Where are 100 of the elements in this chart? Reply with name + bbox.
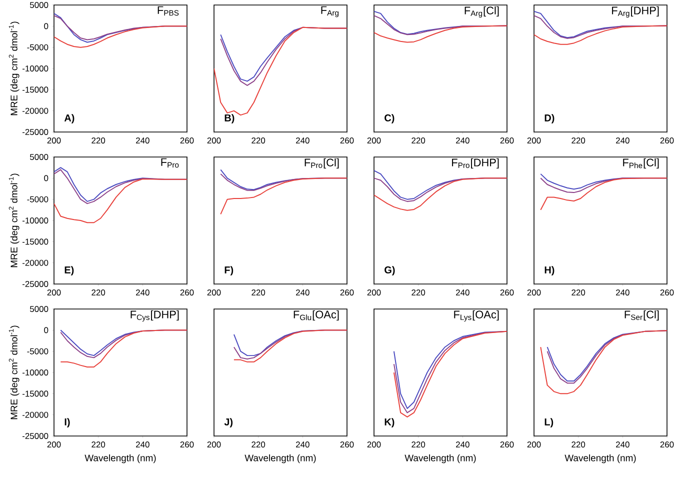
x-axis-title: Wavelength (nm)	[564, 454, 636, 464]
line-series	[60, 330, 187, 368]
x-tick-label: 220	[92, 290, 106, 296]
y-tick-label: -5000	[27, 348, 48, 354]
line-series	[54, 26, 187, 48]
chart-title: F$_{Arg}$[Cl]	[464, 6, 499, 18]
x-tick-label: 200	[207, 138, 221, 144]
x-tick-label: 220	[572, 442, 586, 448]
annotation: B)	[224, 114, 234, 124]
annotation: D)	[544, 114, 554, 124]
chart-title: F$_{Lys}$[OAc]	[454, 310, 499, 322]
annotation: L)	[544, 418, 554, 428]
x-tick-label: 240	[616, 138, 630, 144]
x-axis-title: Wavelength (nm)	[84, 454, 156, 464]
x-tick-label: 200	[527, 138, 541, 144]
y-tick-label: -15000	[22, 390, 48, 397]
x-tick-label: 220	[92, 138, 106, 144]
x-tick-label: 200	[367, 138, 381, 144]
annotation: E)	[64, 266, 74, 276]
y-tick-label: -25000	[22, 129, 48, 135]
annotation: H)	[544, 266, 554, 276]
y-tick-label: 0	[44, 23, 48, 30]
y-tick-label: 5000	[30, 2, 48, 8]
chart-title: F$_{Pro}$[DHP]	[452, 158, 499, 169]
y-axis-title: MRE (deg cm$^{2}$ dmol$^{-1}$)	[8, 22, 20, 116]
x-tick-label: 220	[412, 290, 426, 296]
chart-title: F$_{Phe}$[Cl]	[623, 158, 659, 169]
chart-title: F$_{Pro}$[Cl]	[304, 158, 339, 169]
chart-title: F$_{Glu}$[OAc]	[294, 310, 339, 321]
annotation: K)	[384, 418, 394, 428]
x-tick-label: 240	[616, 442, 630, 448]
x-tick-label: 240	[456, 290, 470, 296]
x-tick-label: 260	[500, 442, 514, 448]
chart-title: F$_{Ser}$[Cl]	[624, 310, 659, 321]
y-tick-label: -15000	[22, 238, 48, 245]
x-tick-label: 260	[500, 138, 514, 144]
x-tick-label: 200	[367, 290, 381, 296]
x-tick-label: 260	[660, 138, 674, 144]
y-axis-title: MRE (deg cm$^{2}$ dmol$^{-1}$)	[8, 326, 20, 420]
x-tick-label: 220	[252, 442, 266, 448]
x-tick-label: 220	[412, 442, 426, 448]
x-tick-label: 240	[136, 442, 150, 448]
y-tick-label: 0	[44, 175, 48, 182]
y-tick-label: -20000	[22, 108, 48, 114]
chart-title: F$_{PBS}$	[158, 6, 179, 16]
y-tick-label: -5000	[27, 44, 48, 50]
x-axis-title: Wavelength (nm)	[244, 454, 316, 464]
x-tick-label: 240	[136, 290, 150, 296]
y-tick-label: -20000	[22, 260, 48, 266]
x-tick-label: 200	[47, 138, 61, 144]
y-tick-label: -20000	[22, 412, 48, 418]
x-tick-label: 240	[616, 290, 630, 296]
x-tick-label: 240	[456, 442, 470, 448]
x-tick-label: 200	[47, 290, 61, 296]
x-tick-label: 240	[296, 442, 310, 448]
x-tick-label: 260	[180, 138, 194, 144]
y-axis-title: MRE (deg cm$^{2}$ dmol$^{-1}$)	[8, 174, 20, 268]
x-tick-label: 260	[340, 442, 354, 448]
x-tick-label: 200	[527, 290, 541, 296]
annotation: A)	[64, 114, 74, 124]
y-tick-label: -10000	[22, 370, 48, 376]
x-tick-label: 240	[456, 138, 470, 144]
x-tick-label: 260	[500, 290, 514, 296]
x-tick-label: 260	[660, 290, 674, 296]
x-tick-label: 200	[527, 442, 541, 448]
x-tick-label: 200	[47, 442, 61, 448]
annotation: C)	[384, 114, 394, 124]
y-tick-label: -25000	[22, 281, 48, 287]
x-tick-label: 220	[572, 290, 586, 296]
x-tick-label: 220	[412, 138, 426, 144]
y-tick-label: -5000	[27, 196, 48, 202]
chart-title: F$_{Arg}$[DHP]	[612, 6, 659, 18]
x-tick-label: 240	[296, 290, 310, 296]
x-tick-label: 200	[207, 442, 221, 448]
chart-title: F$_{Pro}$	[161, 158, 179, 168]
y-tick-label: -15000	[22, 86, 48, 93]
annotation: G)	[384, 266, 395, 276]
x-tick-label: 220	[252, 138, 266, 144]
y-tick-label: -10000	[22, 218, 48, 224]
x-tick-label: 260	[660, 442, 674, 448]
x-tick-label: 240	[136, 138, 150, 144]
x-tick-label: 260	[180, 290, 194, 296]
annotation: J)	[224, 418, 233, 428]
y-tick-label: 5000	[30, 154, 48, 160]
x-tick-label: 260	[340, 290, 354, 296]
x-tick-label: 200	[367, 442, 381, 448]
chart-title: F$_{Arg}$	[321, 6, 338, 18]
x-tick-label: 260	[180, 442, 194, 448]
y-tick-label: -25000	[22, 433, 48, 439]
chart-title: F$_{Cys}$[DHP]	[130, 310, 179, 322]
line-series	[54, 178, 187, 224]
x-tick-label: 220	[252, 290, 266, 296]
x-tick-label: 220	[92, 442, 106, 448]
x-axis-title: Wavelength (nm)	[404, 454, 476, 464]
annotation: I)	[64, 418, 70, 428]
x-tick-label: 200	[207, 290, 221, 296]
x-tick-label: 240	[296, 138, 310, 144]
y-tick-label: -10000	[22, 66, 48, 72]
annotation: F)	[224, 266, 234, 276]
x-tick-label: 220	[572, 138, 586, 144]
